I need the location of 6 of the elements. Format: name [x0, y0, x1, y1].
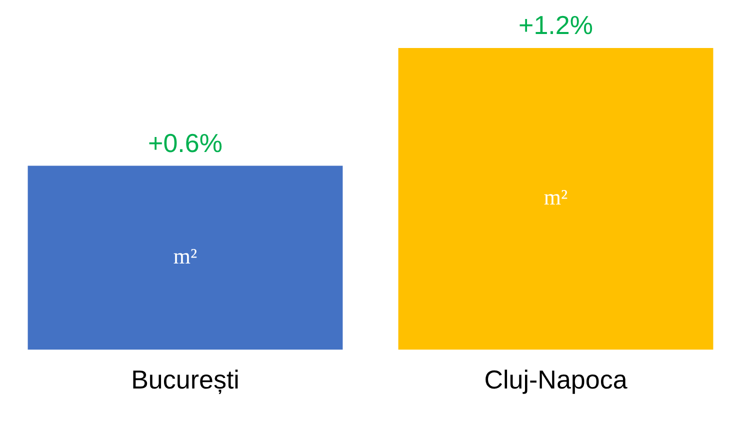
- annotation: +0.6%: [148, 128, 222, 158]
- annotation: +1.2%: [518, 10, 593, 40]
- annotation: m²: [173, 244, 198, 269]
- x-tick-label: București: [131, 364, 240, 395]
- text: m²: [544, 184, 568, 210]
- x-tick-label: Cluj-Napoca: [484, 364, 628, 395]
